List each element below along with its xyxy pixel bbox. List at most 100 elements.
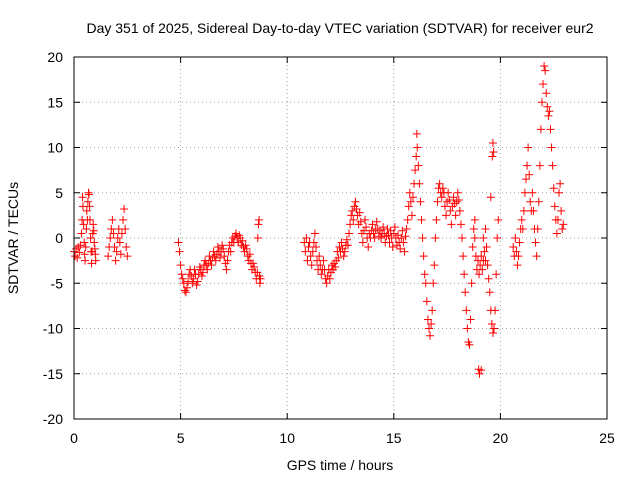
data-point (390, 223, 399, 232)
data-point (404, 202, 413, 211)
data-point (450, 199, 459, 208)
data-point (443, 197, 452, 206)
data-point (74, 243, 83, 252)
data-point (520, 188, 529, 197)
x-tick-label: 25 (599, 430, 615, 446)
data-point (112, 247, 121, 256)
data-point (423, 315, 432, 324)
data-point (556, 179, 565, 188)
data-point (241, 241, 250, 250)
data-point (432, 215, 441, 224)
data-point (306, 252, 315, 261)
data-point (216, 253, 225, 262)
data-point (476, 261, 485, 270)
data-point (469, 224, 478, 233)
data-point (223, 256, 232, 265)
data-point (383, 224, 392, 233)
data-point (424, 324, 433, 333)
data-point (254, 220, 263, 229)
data-point (456, 220, 465, 229)
data-point (553, 215, 562, 224)
y-tick-label: -10 (43, 321, 63, 337)
data-point (477, 252, 486, 261)
data-point (310, 229, 319, 238)
data-point (484, 274, 493, 283)
data-point (184, 277, 193, 286)
data-point (177, 270, 186, 279)
data-point (470, 215, 479, 224)
data-point (85, 215, 94, 224)
data-point (84, 190, 93, 199)
data-point (433, 197, 442, 206)
data-point (488, 329, 497, 338)
data-point (405, 188, 414, 197)
data-point (311, 243, 320, 252)
data-point (512, 247, 521, 256)
data-point (467, 279, 476, 288)
data-point (188, 279, 197, 288)
data-point (342, 235, 351, 244)
data-point (301, 247, 310, 256)
data-point (468, 243, 477, 252)
data-point (81, 243, 90, 252)
data-point (372, 217, 381, 226)
data-point (521, 175, 530, 184)
data-point (539, 80, 548, 89)
data-point (192, 281, 201, 290)
data-point (89, 220, 98, 229)
data-point (78, 193, 87, 202)
data-point (345, 229, 354, 238)
data-point (238, 236, 247, 245)
data-point (348, 206, 357, 215)
data-point (245, 250, 254, 259)
axis-ticks: 0 5 10 15 20 25 -20 -15 -10 -5 0 5 10 15 20 (43, 49, 615, 446)
data-point (220, 252, 229, 261)
data-point (109, 229, 118, 238)
data-point (352, 205, 361, 214)
data-point (355, 208, 364, 217)
data-point (319, 256, 328, 265)
data-point (430, 261, 439, 270)
data-point (122, 243, 131, 252)
data-point (557, 206, 566, 215)
data-point (181, 288, 190, 297)
data-point (541, 66, 550, 75)
data-point (308, 247, 317, 256)
data-point (486, 193, 495, 202)
x-tick-label: 15 (386, 430, 402, 446)
data-point (400, 247, 409, 256)
data-point (117, 229, 126, 238)
data-point (494, 215, 503, 224)
data-point (82, 206, 91, 215)
data-point (525, 170, 534, 179)
data-point (485, 288, 494, 297)
data-point (71, 252, 80, 261)
data-point (303, 256, 312, 265)
data-point (334, 253, 343, 262)
data-point (475, 369, 484, 378)
data-point (514, 252, 523, 261)
data-point (255, 279, 264, 288)
data-point (91, 256, 100, 265)
data-point (408, 193, 417, 202)
data-point (119, 215, 128, 224)
data-point (113, 234, 122, 242)
data-point (107, 224, 116, 233)
data-point (120, 205, 129, 214)
data-point (210, 252, 219, 261)
data-point (415, 179, 424, 188)
data-point (442, 211, 451, 220)
data-point (532, 252, 541, 261)
data-point (536, 125, 545, 134)
data-point (397, 234, 406, 242)
data-point (558, 224, 567, 233)
data-point (454, 195, 463, 204)
data-point (414, 161, 423, 170)
data-point (82, 224, 91, 233)
data-point (547, 143, 556, 152)
data-point (406, 197, 415, 206)
data-point (444, 188, 453, 197)
data-point (253, 268, 262, 277)
y-tick-label: -15 (43, 366, 63, 382)
data-point (232, 229, 241, 238)
